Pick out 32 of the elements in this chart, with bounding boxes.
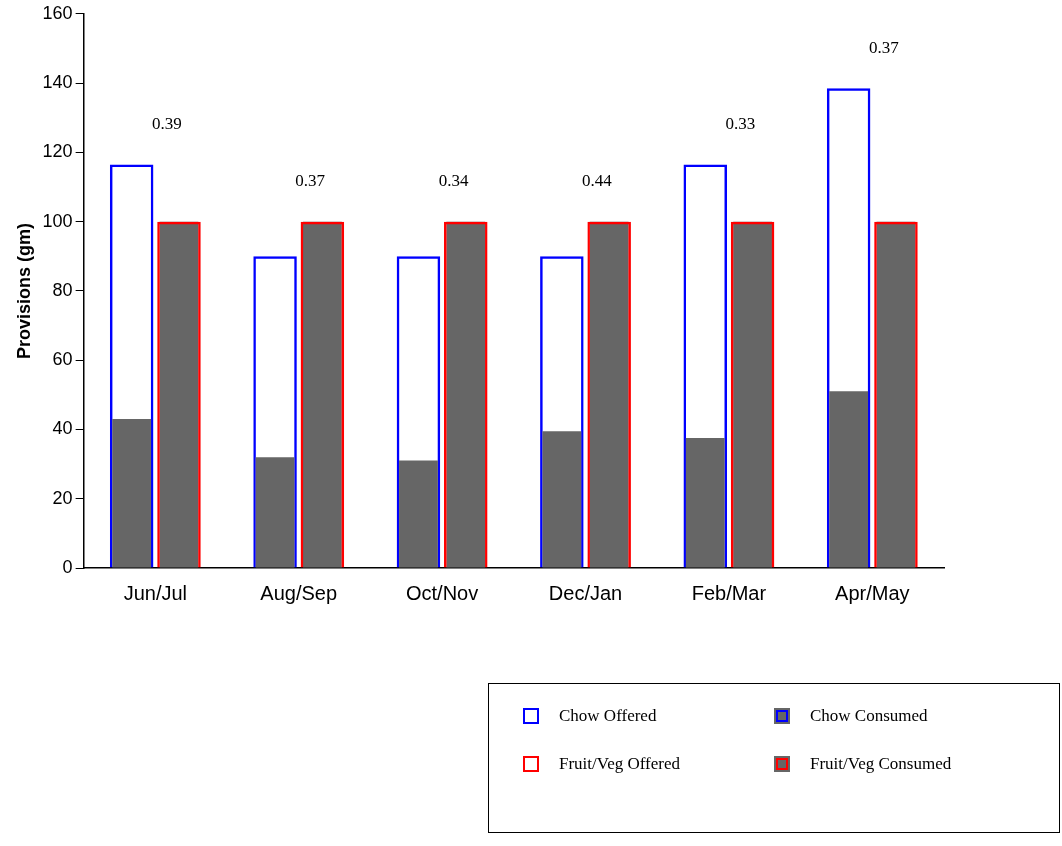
- y-tick-label: 160: [42, 2, 73, 23]
- annotation: 0.37: [868, 37, 900, 57]
- bar: [685, 438, 725, 568]
- annotation: 0.33: [725, 113, 756, 133]
- x-tick-label: Aug/Sep: [260, 581, 338, 604]
- legend-label: Chow Consumed: [810, 706, 928, 726]
- y-tick-label: 120: [42, 141, 73, 162]
- y-axis-title: Provisions (gm): [13, 222, 34, 359]
- legend-label: Chow Offered: [559, 706, 657, 726]
- annotation: 0.34: [438, 171, 469, 191]
- x-tick-label: Dec/Jan: [548, 581, 623, 604]
- annotation: 0.44: [582, 171, 613, 191]
- bar: [255, 457, 295, 568]
- bar: [399, 460, 438, 568]
- legend-label: Fruit/Veg Offered: [559, 754, 681, 774]
- y-tick-label: 80: [52, 279, 73, 300]
- x-tick-label: Apr/May: [835, 581, 910, 604]
- y-tick-label: 140: [42, 72, 73, 93]
- x-tick-label: Feb/Mar: [691, 581, 767, 604]
- legend-label: Fruit/Veg Consumed: [810, 754, 952, 774]
- x-tick-label: Jun/Jul: [123, 581, 188, 604]
- y-tick-label: 20: [52, 487, 73, 508]
- bar: [112, 419, 152, 568]
- y-tick-label: 40: [52, 418, 73, 439]
- y-tick-label: 60: [52, 349, 73, 370]
- annotation: 0.39: [151, 113, 182, 133]
- y-tick-label: 0: [62, 556, 73, 577]
- annotation: 0.37: [295, 171, 326, 191]
- bar: [829, 391, 869, 568]
- bar: [542, 431, 582, 568]
- y-tick-label: 100: [42, 210, 73, 231]
- x-tick-label: Oct/Nov: [405, 581, 479, 604]
